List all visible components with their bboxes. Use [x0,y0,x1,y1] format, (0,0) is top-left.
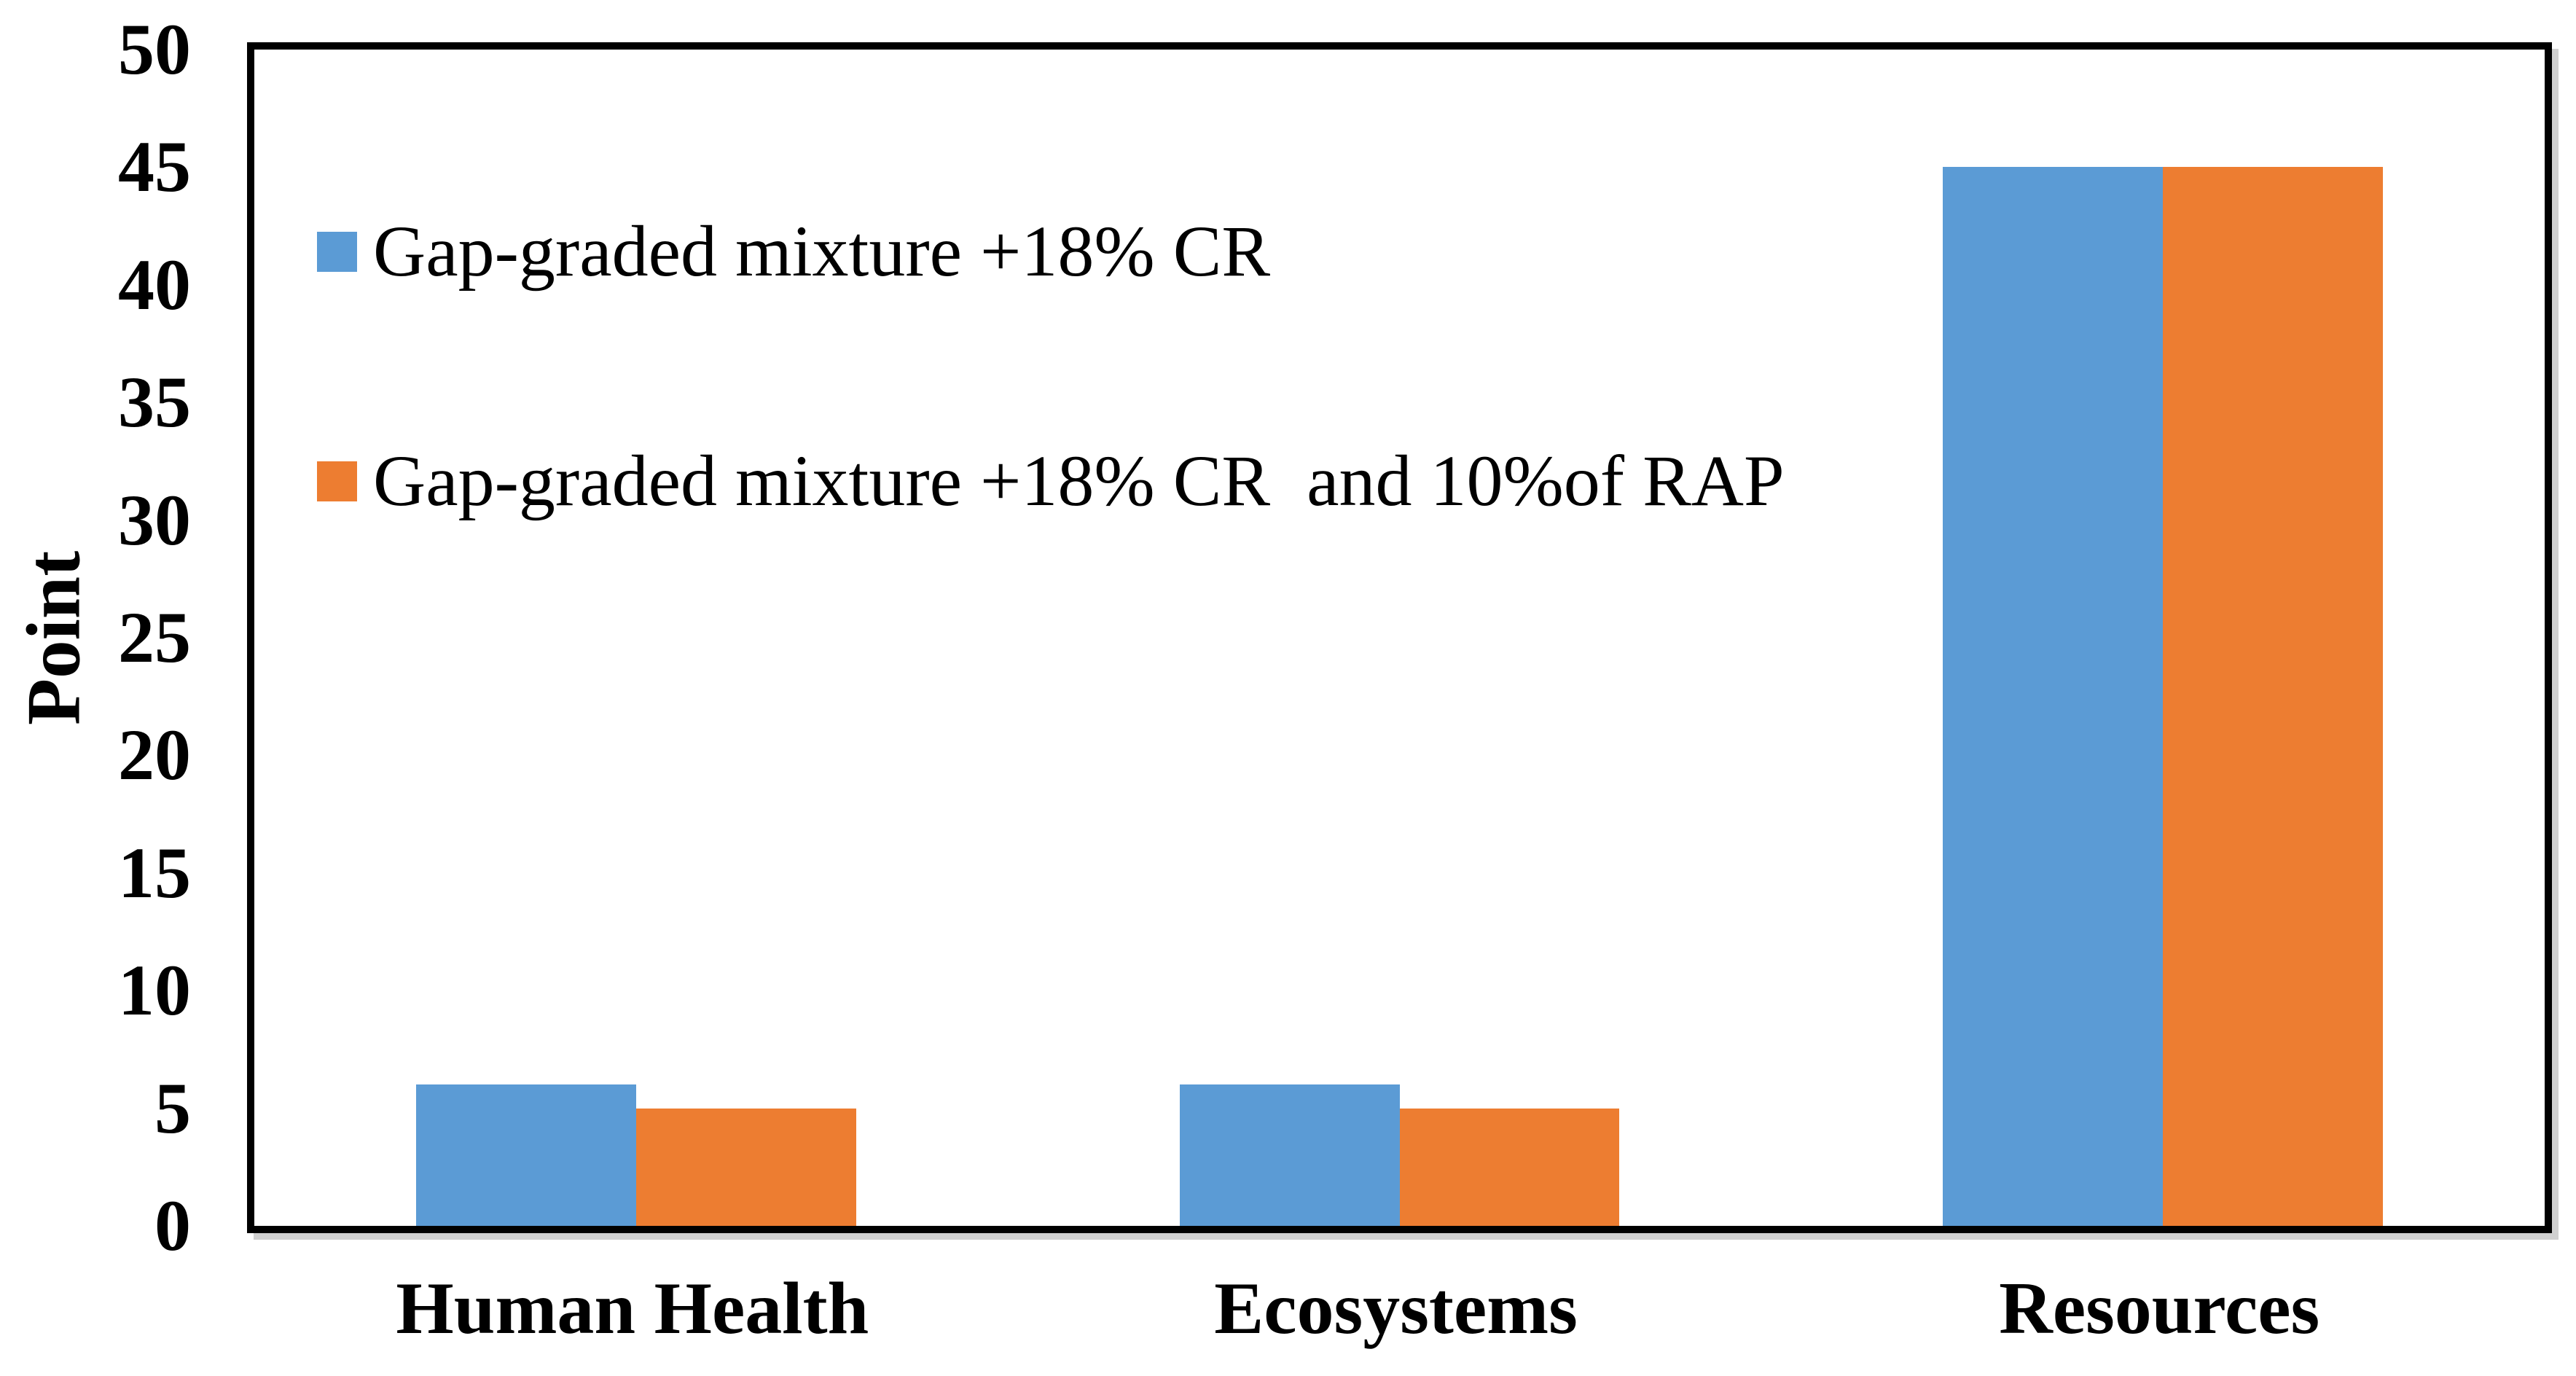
y-tick-label-10: 10 [118,950,191,1031]
y-tick-label-30: 30 [118,479,191,560]
y-tick-label-40: 40 [118,243,191,325]
y-tick-label-50: 50 [118,9,191,90]
y-tick-label-25: 25 [118,597,191,678]
legend-swatch-icon [317,461,357,501]
plot-area [247,42,2552,1233]
y-tick-label-5: 5 [154,1067,191,1149]
bar-series1-human-health [416,1084,636,1226]
x-category-label-ecosystems: Ecosystems [1214,1267,1578,1350]
legend-label-series1: Gap-graded mixture +18% CR [373,211,1271,292]
y-tick-label-20: 20 [118,714,191,796]
bar-series1-resources [1943,167,2164,1226]
bar-series2-ecosystems [1399,1108,1620,1226]
bar-series2-human-health [635,1108,856,1226]
x-axis-category-labels: Human Health Ecosystems Resources [251,1267,2541,1350]
bar-group-ecosystems [1018,50,1782,1226]
bar-series1-ecosystems [1179,1084,1400,1226]
legend-label-series2: Gap-graded mixture +18% CR and 10%of RAP [373,440,1785,521]
bar-group-human-health [254,50,1018,1226]
y-tick-label-15: 15 [118,832,191,913]
bar-series2-resources [2163,167,2383,1226]
x-category-label-resources: Resources [1999,1267,2320,1350]
legend-swatch-icon [317,231,357,272]
y-axis-tick-labels: 0 5 10 15 20 25 30 35 40 45 50 [0,13,219,1262]
legend-item-series1: Gap-graded mixture +18% CR [317,208,1785,295]
y-tick-label-45: 45 [118,126,191,208]
bars-container [254,50,2545,1226]
bar-group-resources [1781,50,2545,1226]
legend-item-series2: Gap-graded mixture +18% CR and 10%of RAP [317,437,1785,525]
y-tick-label-35: 35 [118,361,191,443]
x-category-label-human-health: Human Health [396,1267,869,1350]
chart-legend: Gap-graded mixture +18% CR Gap-graded mix… [317,208,1785,525]
y-tick-label-0: 0 [154,1185,191,1266]
